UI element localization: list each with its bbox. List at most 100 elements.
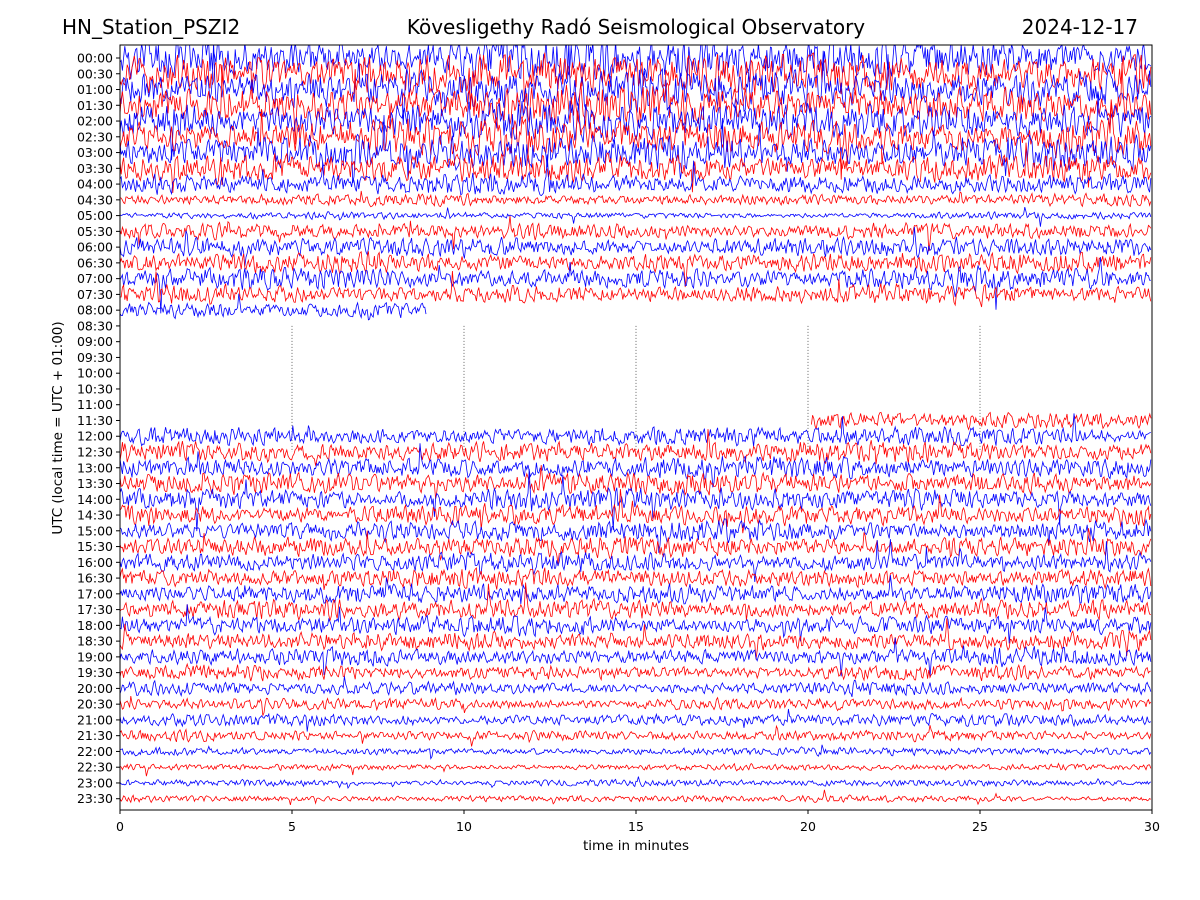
y-tick-label: 15:30 bbox=[77, 539, 113, 554]
y-axis: 00:0000:3001:0001:3002:0002:3003:0003:30… bbox=[77, 51, 120, 806]
seismic-trace-2030 bbox=[120, 696, 1152, 716]
seismic-trace-0500 bbox=[120, 206, 1152, 227]
x-tick-label: 5 bbox=[288, 819, 296, 834]
y-tick-label: 16:30 bbox=[77, 571, 113, 586]
seismic-trace-1130 bbox=[811, 411, 1152, 431]
y-tick-label: 08:30 bbox=[77, 318, 113, 333]
seismic-trace-0230 bbox=[120, 102, 1152, 180]
y-tick-label: 17:30 bbox=[77, 602, 113, 617]
y-tick-label: 09:00 bbox=[77, 334, 113, 349]
trace-layer bbox=[120, 45, 1152, 806]
y-tick-label: 02:00 bbox=[77, 114, 113, 129]
y-tick-label: 19:00 bbox=[77, 649, 113, 664]
x-tick-label: 10 bbox=[456, 819, 472, 834]
seismic-trace-0700 bbox=[120, 256, 1151, 314]
seismic-trace-0030 bbox=[120, 52, 1152, 110]
y-tick-label: 16:00 bbox=[77, 555, 113, 570]
seismic-trace-2200 bbox=[120, 744, 1152, 760]
y-axis-label: UTC (local time = UTC + 01:00) bbox=[50, 321, 66, 534]
seismic-trace-0400 bbox=[120, 154, 1152, 197]
y-tick-label: 06:00 bbox=[77, 240, 113, 255]
seismic-trace-1500 bbox=[120, 518, 1152, 553]
y-tick-label: 03:30 bbox=[77, 161, 113, 176]
y-tick-label: 12:30 bbox=[77, 445, 113, 460]
y-tick-label: 20:00 bbox=[77, 681, 113, 696]
y-tick-label: 00:00 bbox=[77, 51, 113, 66]
y-tick-label: 01:00 bbox=[77, 82, 113, 97]
x-tick-label: 30 bbox=[1144, 819, 1160, 834]
seismic-trace-2330 bbox=[120, 789, 1152, 806]
seismic-trace-2130 bbox=[120, 724, 1152, 747]
y-tick-label: 09:30 bbox=[77, 350, 113, 365]
seismic-trace-1830 bbox=[120, 618, 1152, 660]
seismic-trace-0330 bbox=[120, 142, 1152, 194]
y-tick-label: 21:30 bbox=[77, 728, 113, 743]
seismic-trace-0600 bbox=[120, 226, 1152, 267]
minute-marker-layer bbox=[291, 325, 981, 452]
y-tick-label: 20:30 bbox=[77, 697, 113, 712]
seismic-trace-1400 bbox=[120, 468, 1152, 532]
seismic-trace-1230 bbox=[120, 429, 1152, 466]
x-tick-label: 15 bbox=[628, 819, 644, 834]
y-tick-label: 15:00 bbox=[77, 523, 113, 538]
seismic-trace-1300 bbox=[120, 443, 1152, 488]
y-tick-label: 00:30 bbox=[77, 66, 113, 81]
seismic-trace-1730 bbox=[120, 582, 1152, 622]
seismic-trace-1430 bbox=[120, 489, 1152, 534]
y-tick-label: 22:30 bbox=[77, 760, 113, 775]
seismic-trace-0130 bbox=[120, 62, 1152, 145]
seismic-trace-2230 bbox=[120, 762, 1152, 777]
y-tick-label: 18:30 bbox=[77, 634, 113, 649]
seismic-trace-2000 bbox=[120, 676, 1152, 698]
y-tick-label: 13:00 bbox=[77, 460, 113, 475]
seismic-trace-1200 bbox=[120, 413, 1151, 447]
y-tick-label: 13:30 bbox=[77, 476, 113, 491]
x-tick-label: 20 bbox=[800, 819, 816, 834]
y-tick-label: 10:30 bbox=[77, 381, 113, 396]
chart-title: Kövesligethy Radó Seismological Observat… bbox=[406, 15, 866, 39]
y-tick-label: 11:00 bbox=[77, 397, 113, 412]
seismic-trace-1330 bbox=[120, 465, 1152, 500]
y-tick-label: 11:30 bbox=[77, 413, 113, 428]
y-tick-label: 23:00 bbox=[77, 775, 113, 790]
seismic-trace-0800 bbox=[120, 293, 427, 321]
seismic-trace-0300 bbox=[120, 115, 1152, 184]
y-tick-label: 19:30 bbox=[77, 665, 113, 680]
y-tick-label: 21:00 bbox=[77, 712, 113, 727]
x-tick-label: 0 bbox=[116, 819, 124, 834]
y-tick-label: 03:00 bbox=[77, 145, 113, 160]
seismic-trace-1530 bbox=[120, 528, 1152, 564]
seismic-trace-2300 bbox=[120, 776, 1152, 789]
y-tick-label: 14:00 bbox=[77, 492, 113, 507]
seismic-trace-0100 bbox=[120, 45, 1152, 126]
y-tick-label: 12:00 bbox=[77, 429, 113, 444]
y-tick-label: 05:30 bbox=[77, 224, 113, 239]
seismic-trace-1630 bbox=[120, 567, 1152, 590]
seismic-trace-2100 bbox=[120, 708, 1152, 732]
y-tick-label: 05:00 bbox=[77, 208, 113, 223]
x-axis-label: time in minutes bbox=[583, 838, 689, 854]
y-tick-label: 04:00 bbox=[77, 177, 113, 192]
y-tick-label: 14:30 bbox=[77, 508, 113, 523]
y-tick-label: 07:30 bbox=[77, 287, 113, 302]
seismic-trace-1700 bbox=[120, 575, 1152, 605]
y-tick-label: 18:00 bbox=[77, 618, 113, 633]
y-tick-label: 01:30 bbox=[77, 98, 113, 113]
seismic-trace-0630 bbox=[120, 251, 1152, 288]
y-tick-label: 17:00 bbox=[77, 586, 113, 601]
seismic-trace-0430 bbox=[120, 190, 1152, 208]
y-tick-label: 08:00 bbox=[77, 303, 113, 318]
seismic-trace-1900 bbox=[120, 637, 1152, 678]
seismic-trace-0530 bbox=[120, 215, 1152, 252]
x-axis: 0 5 10 15 20 25 30 bbox=[116, 810, 1160, 834]
station-name: HN_Station_PSZI2 bbox=[62, 15, 241, 39]
seismic-trace-1600 bbox=[120, 539, 1152, 583]
seismic-trace-1930 bbox=[120, 662, 1151, 682]
y-tick-label: 23:30 bbox=[77, 791, 113, 806]
y-tick-label: 07:00 bbox=[77, 271, 113, 286]
chart-date: 2024-12-17 bbox=[1021, 15, 1138, 39]
y-tick-label: 04:30 bbox=[77, 192, 113, 207]
y-tick-label: 06:30 bbox=[77, 255, 113, 270]
y-tick-label: 22:00 bbox=[77, 744, 113, 759]
